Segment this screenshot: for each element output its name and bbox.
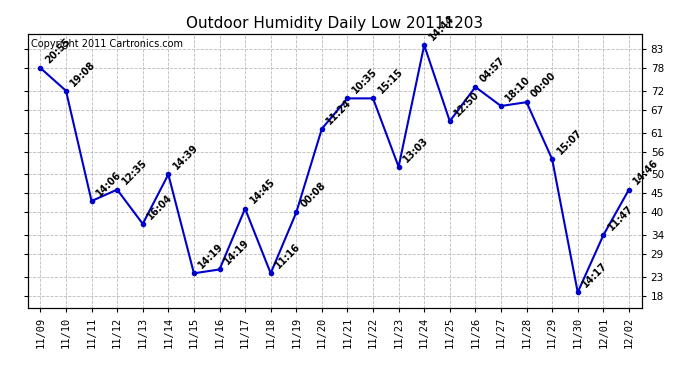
Text: Copyright 2011 Cartronics.com: Copyright 2011 Cartronics.com bbox=[30, 39, 183, 49]
Text: 14:45: 14:45 bbox=[248, 177, 277, 206]
Text: 11:24: 11:24 bbox=[324, 97, 354, 126]
Text: 14:19: 14:19 bbox=[197, 242, 226, 270]
Text: 11:47: 11:47 bbox=[606, 204, 635, 232]
Text: 19:08: 19:08 bbox=[69, 59, 98, 88]
Title: Outdoor Humidity Daily Low 20111203: Outdoor Humidity Daily Low 20111203 bbox=[186, 16, 483, 31]
Text: 00:00: 00:00 bbox=[529, 70, 558, 99]
Text: 14:06: 14:06 bbox=[95, 169, 124, 198]
Text: 12:50: 12:50 bbox=[453, 89, 482, 118]
Text: 14:19: 14:19 bbox=[222, 238, 251, 267]
Text: 04:57: 04:57 bbox=[478, 55, 507, 84]
Text: 14:46: 14:46 bbox=[631, 158, 661, 187]
Text: 14:44: 14:44 bbox=[427, 13, 456, 42]
Text: 00:08: 00:08 bbox=[299, 181, 328, 210]
Text: 15:15: 15:15 bbox=[376, 67, 405, 96]
Text: 12:35: 12:35 bbox=[120, 158, 149, 187]
Text: 16:04: 16:04 bbox=[146, 192, 175, 221]
Text: 15:07: 15:07 bbox=[555, 128, 584, 156]
Text: 10:35: 10:35 bbox=[351, 67, 380, 96]
Text: 20:55: 20:55 bbox=[43, 36, 72, 65]
Text: 14:39: 14:39 bbox=[171, 142, 200, 172]
Text: 18:10: 18:10 bbox=[504, 74, 533, 103]
Text: 13:03: 13:03 bbox=[402, 135, 431, 164]
Text: 11:16: 11:16 bbox=[273, 242, 302, 270]
Text: 14:17: 14:17 bbox=[580, 261, 609, 290]
